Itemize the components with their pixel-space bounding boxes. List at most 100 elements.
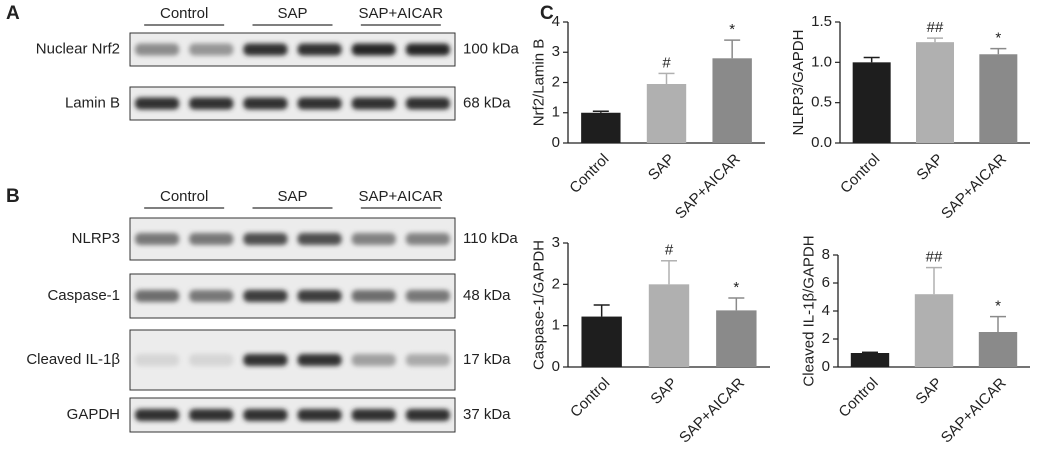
bar (916, 42, 954, 143)
blot-band (405, 233, 450, 245)
blot-band (135, 43, 180, 56)
y-tick-label: 0 (822, 358, 830, 375)
significance-marker: * (995, 30, 1001, 47)
y-tick-label: 1.5 (811, 13, 832, 30)
blot-band (135, 97, 180, 110)
blot-band (189, 233, 234, 245)
group-label: SAP (277, 5, 307, 22)
bar (581, 112, 621, 143)
size-label: 100 kDa (463, 40, 520, 57)
blot-band (243, 354, 288, 366)
bar (850, 353, 890, 367)
blot-band (135, 233, 180, 245)
panel-letter: B (6, 186, 20, 207)
significance-marker: * (995, 298, 1001, 315)
blot-band (135, 290, 180, 302)
y-tick-label: 2 (552, 275, 560, 292)
blot-band (351, 43, 396, 56)
blot-band (189, 409, 234, 421)
y-tick-label: 4 (552, 13, 560, 30)
bar (914, 294, 954, 367)
x-tick-label: SAP (645, 151, 678, 184)
blot-band (351, 97, 396, 110)
blot-band (135, 409, 180, 421)
y-tick-label: 1 (552, 317, 560, 334)
y-tick-label: 2 (822, 330, 830, 347)
bar (646, 84, 687, 143)
size-label: 17 kDa (463, 351, 511, 368)
y-axis-title: NLRP3/GAPDH (790, 30, 807, 136)
x-tick-label: SAP (912, 375, 945, 408)
blot-frame (129, 329, 456, 391)
x-tick-label: SAP+AICAR (938, 375, 1010, 447)
significance-marker: * (729, 21, 735, 38)
blot-frame (129, 217, 456, 261)
size-label: 68 kDa (463, 94, 511, 111)
bar (581, 316, 622, 367)
blot-band (135, 354, 180, 366)
blot-band (243, 233, 288, 245)
blot-band (243, 409, 288, 421)
significance-marker: # (662, 54, 671, 71)
group-label: Control (160, 188, 208, 205)
group-label: SAP (277, 188, 307, 205)
blot-band (405, 97, 450, 110)
blot-band (297, 233, 342, 245)
bar (979, 54, 1018, 144)
blot-frame (129, 86, 456, 121)
x-tick-label: SAP+AICAR (672, 151, 744, 223)
significance-marker: # (665, 242, 674, 259)
row-label: Caspase-1 (47, 287, 120, 304)
x-tick-label: Control (567, 375, 613, 421)
group-label: SAP+AICAR (359, 5, 444, 22)
x-tick-label: SAP+AICAR (938, 151, 1010, 223)
blot-band (351, 409, 396, 421)
blot-band (351, 233, 396, 245)
y-tick-label: 4 (822, 302, 830, 319)
significance-marker: * (733, 279, 739, 296)
significance-marker: ## (927, 19, 944, 36)
blot-band (297, 290, 342, 302)
blot-band (351, 290, 396, 302)
significance-marker: ## (926, 249, 943, 266)
row-label: Cleaved IL-1β (26, 351, 120, 368)
blot-band (297, 409, 342, 421)
blot-band (189, 290, 234, 302)
blot-band (297, 43, 342, 56)
bar (852, 62, 891, 144)
blot-frame (129, 273, 456, 319)
y-axis-title: Nrf2/Lamin B (531, 39, 548, 127)
panel-letter: C (540, 3, 554, 24)
bar (648, 284, 690, 367)
blot-band (189, 354, 234, 366)
row-label: Lamin B (65, 94, 120, 111)
row-label: GAPDH (67, 406, 120, 423)
y-tick-label: 8 (822, 246, 830, 263)
panel-letter: A (6, 3, 20, 24)
y-tick-label: 2 (552, 73, 560, 90)
blot-band (405, 409, 450, 421)
blot-band (243, 97, 288, 110)
size-label: 48 kDa (463, 287, 511, 304)
size-label: 110 kDa (463, 230, 518, 247)
y-tick-label: 6 (822, 274, 830, 291)
group-label: SAP+AICAR (359, 188, 444, 205)
x-tick-label: Control (835, 375, 881, 421)
y-tick-label: 3 (552, 234, 560, 251)
bar (712, 58, 752, 143)
y-tick-label: 1 (552, 104, 560, 121)
blot-band (189, 43, 234, 56)
blot-frame (129, 32, 456, 67)
bar (978, 332, 1018, 367)
y-tick-label: 1.0 (811, 53, 832, 70)
y-tick-label: 0.5 (811, 94, 832, 111)
y-tick-label: 0 (552, 358, 560, 375)
x-tick-label: SAP+AICAR (676, 375, 748, 447)
blot-band (243, 290, 288, 302)
y-axis-title: Caspase-1/GAPDH (531, 240, 548, 370)
group-label: Control (160, 5, 208, 22)
x-tick-label: Control (837, 151, 883, 197)
y-axis-title: Cleaved IL-1β/GAPDH (801, 235, 818, 386)
y-tick-label: 0 (552, 134, 560, 151)
